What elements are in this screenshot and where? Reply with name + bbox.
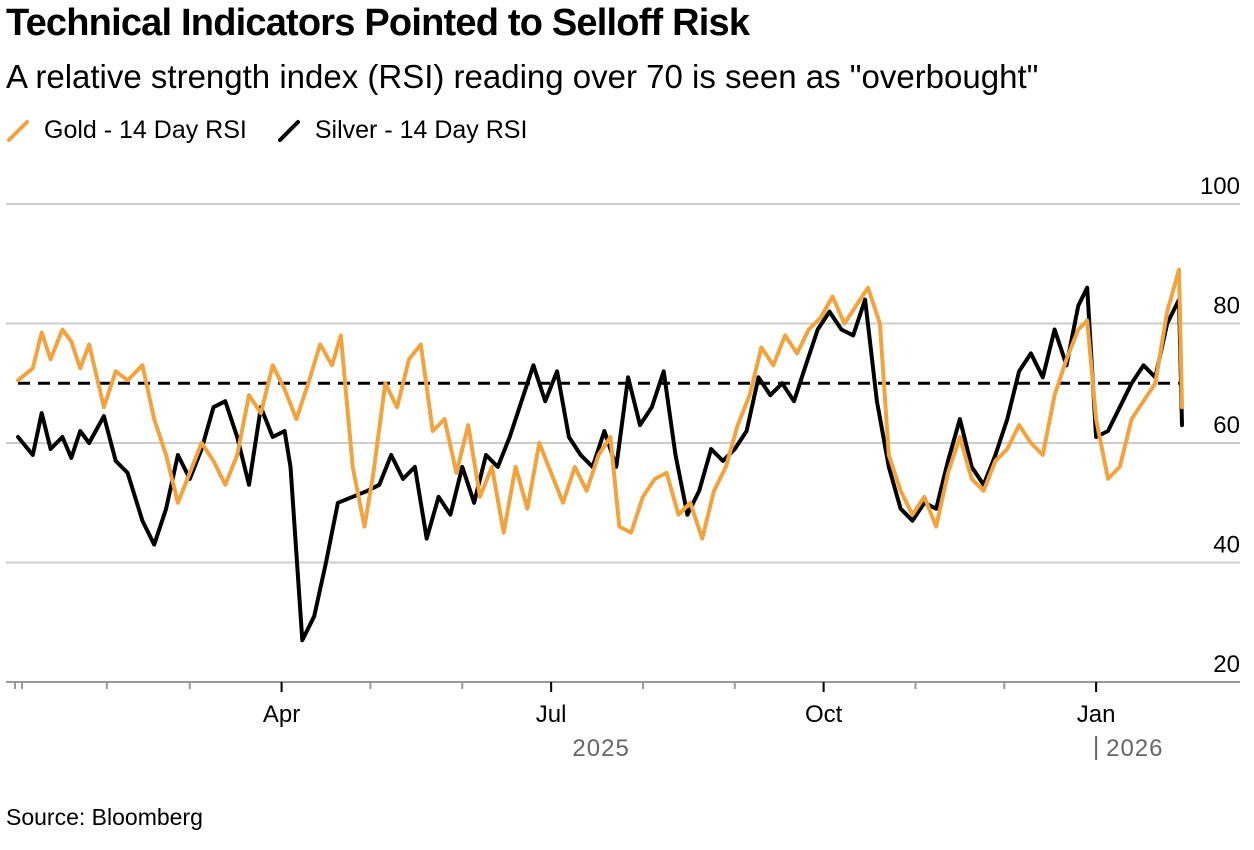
gold-rsi-line [16, 267, 1184, 541]
y-tick-label-20: 20 [1213, 651, 1240, 678]
legend-label-silver: Silver - 14 Day RSI [314, 115, 528, 144]
x-tick-label-oct: Oct [805, 701, 843, 728]
source-note: Source: Bloomberg [6, 804, 203, 830]
legend-swatch-silver [277, 120, 300, 142]
legend-swatch-gold [7, 120, 29, 142]
series-lines [16, 267, 1184, 643]
year-label-2026: 2026 [1106, 735, 1163, 762]
gridlines [6, 203, 1240, 564]
silver-rsi-line [16, 285, 1184, 643]
legend-item-gold[interactable]: Gold - 14 Day RSI [6, 116, 247, 145]
x-tick-label-jan: Jan [1077, 701, 1116, 728]
x-tick-label-jul: Jul [536, 701, 567, 728]
y-tick-label-60: 60 [1213, 412, 1240, 439]
x-axis: Apr Jul Oct Jan 2025 2026 [6, 681, 1240, 762]
y-tick-label-100: 100 [1200, 173, 1240, 200]
legend-label-gold: Gold - 14 Day RSI [44, 115, 247, 144]
chart-legend: Gold - 14 Day RSI Silver - 14 Day RSI [6, 113, 557, 147]
x-tick-label-apr: Apr [263, 701, 300, 728]
chart-title: Technical Indicators Pointed to Selloff … [6, 2, 750, 44]
chart-subtitle: A relative strength index (RSI) reading … [6, 58, 1039, 95]
y-axis: 20 40 60 80 100 [1200, 173, 1240, 678]
rsi-line-chart: 20 40 60 80 100 Apr Jul Oct Jan 2025 2026 [6, 173, 1240, 762]
y-tick-label-80: 80 [1213, 293, 1240, 320]
legend-item-silver[interactable]: Silver - 14 Day RSI [277, 115, 528, 145]
year-label-2025: 2025 [572, 735, 629, 762]
y-tick-label-40: 40 [1213, 532, 1240, 559]
